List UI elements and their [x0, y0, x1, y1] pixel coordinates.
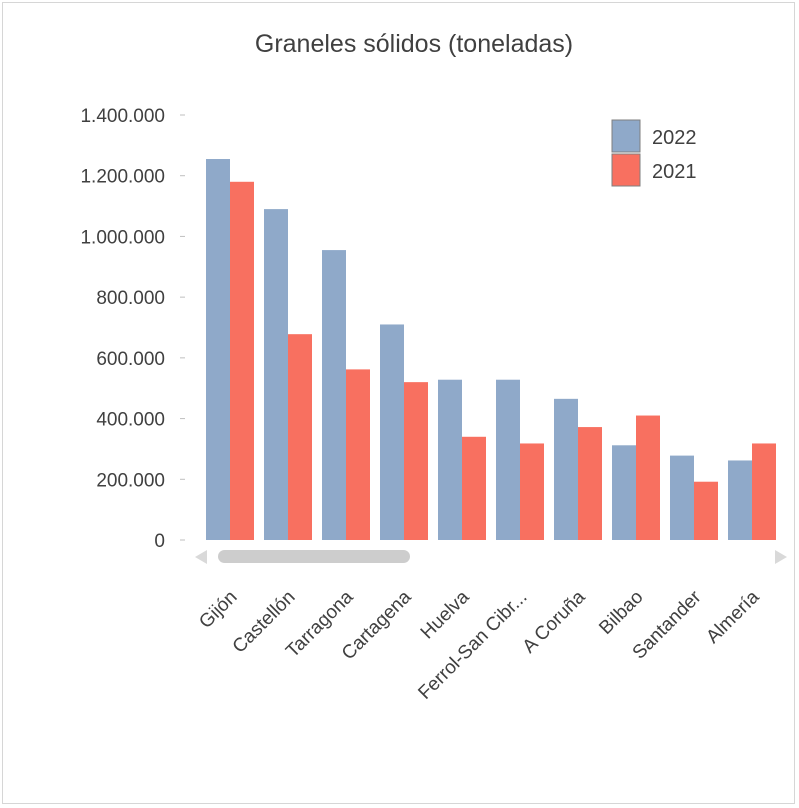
y-tick-label: 200.000: [96, 470, 165, 491]
bar-2022-8[interactable]: [670, 455, 694, 540]
y-tick-label: 1.000.000: [80, 227, 165, 248]
bar-2021-9[interactable]: [752, 443, 776, 540]
bar-2022-6[interactable]: [554, 398, 578, 540]
y-tick-label: 1.200.000: [80, 167, 165, 188]
x-category-label: Gijón: [195, 587, 241, 633]
y-tick-label: 1.400.000: [80, 106, 165, 127]
bar-2021-5[interactable]: [520, 443, 544, 540]
bar-2021-3[interactable]: [404, 382, 428, 540]
legend-label: 2022: [652, 127, 697, 149]
bar-2022-9[interactable]: [728, 460, 752, 540]
bar-2022-5[interactable]: [496, 379, 520, 540]
x-category-label: Bilbao: [595, 587, 647, 639]
x-category-label: A Coruña: [519, 586, 590, 657]
bar-2022-2[interactable]: [322, 250, 346, 540]
chart-title: Graneles sólidos (toneladas): [255, 30, 573, 58]
x-category-label: Ferrol-San Cibr...: [414, 587, 531, 704]
bar-2022-0[interactable]: [206, 159, 230, 540]
scrollbar-thumb[interactable]: [218, 550, 410, 563]
horizontal-scrollbar[interactable]: [195, 550, 787, 564]
bar-2022-4[interactable]: [438, 379, 462, 540]
bar-2021-2[interactable]: [346, 369, 370, 540]
legend-label: 2021: [652, 161, 697, 183]
legend: 2022 2021: [611, 119, 697, 187]
bar-2021-1[interactable]: [288, 334, 312, 540]
bar-2021-0[interactable]: [230, 181, 254, 541]
bar-2021-6[interactable]: [578, 427, 602, 540]
x-category-label: Almería: [702, 586, 763, 647]
bar-2022-7[interactable]: [612, 445, 636, 540]
scroll-right-arrow-icon[interactable]: [775, 550, 787, 564]
y-tick-label: 800.000: [96, 288, 165, 309]
legend-swatch-2021: [611, 153, 641, 187]
bar-2021-7[interactable]: [636, 415, 660, 540]
y-axis: 0 200.000 400.000 600.000 800.000 1.000.000 1.…: [80, 106, 185, 552]
y-tick-label: 0: [154, 531, 165, 552]
bar-2021-8[interactable]: [694, 481, 718, 540]
legend-swatch-2022: [611, 119, 641, 153]
bars: [206, 159, 776, 541]
bar-2022-3[interactable]: [380, 324, 404, 540]
bar-2022-1[interactable]: [264, 209, 288, 540]
bar-2021-4[interactable]: [462, 436, 486, 540]
scroll-left-arrow-icon[interactable]: [195, 550, 207, 564]
x-category-label: Huelva: [417, 586, 474, 643]
y-tick-label: 600.000: [96, 349, 165, 370]
y-tick-label: 400.000: [96, 410, 165, 431]
